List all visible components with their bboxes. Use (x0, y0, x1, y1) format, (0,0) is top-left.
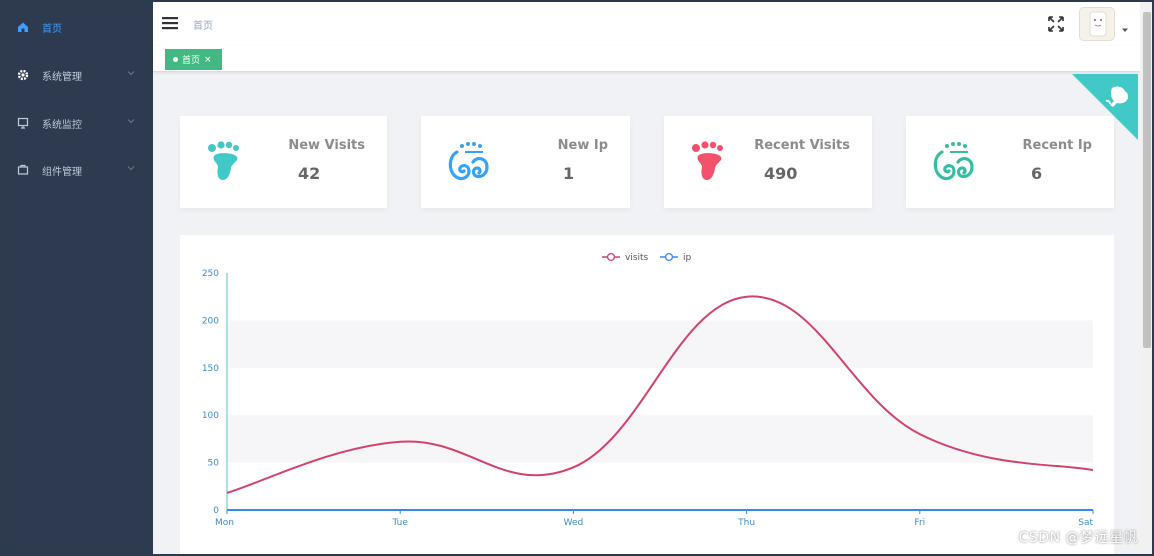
series-line-visits (226, 295, 1094, 494)
card-label: Recent Visits (754, 138, 850, 153)
grid-band (227, 415, 1093, 463)
sidebar-item-label: 首页 (42, 23, 62, 35)
footprint-icon (692, 141, 723, 180)
sidebar-item-label: 系统管理 (42, 71, 82, 83)
line-chart-panel: 0 50 100 150 200 250 Mon Tue Wed Thu Fri Sat visit… (180, 235, 1114, 554)
line-chart: 0 50 100 150 200 250 Mon Tue Wed Thu Fri Sat visit… (202, 252, 1094, 528)
card-value: 42 (298, 164, 321, 183)
sidebar: 首页 系统管理 系统监控 组件管理 (2, 2, 153, 554)
card-value: 1 (563, 164, 575, 183)
card-value: 6 (1031, 164, 1043, 183)
footprint-icon (208, 141, 239, 180)
x-tick-label: Sat (1078, 518, 1093, 528)
caret-down-icon[interactable] (1121, 26, 1129, 34)
x-tick-label: Fri (914, 518, 925, 528)
legend-marker-dot (664, 252, 674, 262)
github-corner-icon[interactable] (1072, 74, 1138, 140)
chevron-down-icon (127, 119, 135, 124)
grid-band (227, 320, 1093, 368)
ip-swirl-icon (448, 142, 489, 181)
tag-label: 首页 (182, 56, 201, 66)
x-tick-label: Mon (215, 518, 234, 528)
fullscreen-icon[interactable] (1047, 15, 1065, 33)
card-recent-visits[interactable]: Recent Visits 490 (664, 116, 872, 208)
y-tick-label: 200 (202, 316, 219, 326)
component-icon (16, 163, 30, 177)
card-value: 490 (764, 164, 798, 183)
tags-view: 首页 × (153, 46, 1152, 72)
sidebar-item-label: 系统监控 (42, 119, 82, 131)
tag-home[interactable]: 首页 × (165, 49, 222, 70)
scrollbar-thumb[interactable] (1143, 12, 1151, 348)
gear-icon (16, 68, 30, 82)
y-tick-label: 50 (208, 459, 220, 469)
y-tick-label: 0 (213, 506, 219, 516)
x-tick-label: Tue (392, 518, 409, 528)
legend-label: ip (683, 253, 692, 263)
chevron-down-icon (127, 166, 135, 171)
dashboard-icon (16, 20, 30, 34)
x-tick-label: Wed (564, 518, 584, 528)
sidebar-item-home[interactable]: 首页 (2, 4, 153, 50)
card-new-visits[interactable]: New Visits 42 (180, 116, 387, 208)
monitor-icon (16, 116, 30, 130)
hamburger-icon[interactable] (161, 14, 179, 32)
x-tick-label: Thu (737, 518, 755, 528)
card-label: New Visits (288, 138, 365, 153)
y-tick-label: 100 (202, 411, 219, 421)
vertical-scrollbar[interactable] (1140, 2, 1152, 554)
grid-band (227, 367, 1093, 416)
ip-swirl-icon (933, 142, 974, 181)
card-label: Recent Ip (1022, 138, 1093, 153)
legend-label: visits (625, 253, 649, 263)
sidebar-item-system-management[interactable]: 系统管理 (2, 52, 153, 98)
chevron-down-icon (127, 71, 135, 76)
legend-marker-dot (606, 252, 616, 262)
card-new-ip[interactable]: New Ip 1 (421, 116, 630, 208)
card-recent-ip[interactable]: Recent Ip 6 (906, 116, 1114, 208)
avatar[interactable] (1079, 7, 1115, 41)
y-tick-label: 250 (202, 269, 219, 279)
card-label: New Ip (557, 138, 608, 153)
grid-band (227, 462, 1093, 510)
grid-band (227, 273, 1093, 321)
navbar: 首页 (153, 2, 1152, 46)
active-dot-icon (173, 57, 178, 62)
close-icon[interactable]: × (204, 54, 212, 65)
watermark: CSDN @梦远星帆 (1018, 530, 1138, 546)
y-tick-label: 150 (202, 364, 219, 374)
sidebar-item-label: 组件管理 (42, 166, 82, 178)
sidebar-item-system-monitor[interactable]: 系统监控 (2, 100, 153, 146)
breadcrumb[interactable]: 首页 (193, 21, 213, 32)
sidebar-item-component-management[interactable]: 组件管理 (2, 147, 153, 193)
